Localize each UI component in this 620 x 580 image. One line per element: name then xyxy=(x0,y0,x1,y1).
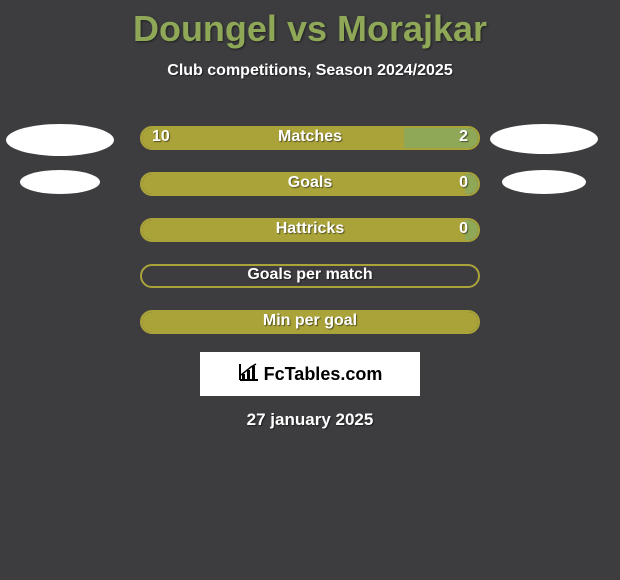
stat-bar-left-seg xyxy=(142,128,404,148)
chart-icon xyxy=(238,362,260,387)
stat-bar xyxy=(140,126,480,150)
player-right-marker xyxy=(502,170,586,194)
player-right-marker xyxy=(490,124,598,154)
stat-row: Goals per match xyxy=(0,264,620,292)
stat-bar-left-seg xyxy=(142,220,465,240)
page-title: Doungel vs Morajkar xyxy=(0,0,620,50)
stat-bar-right-seg xyxy=(465,174,478,194)
player-left-marker xyxy=(6,124,114,156)
stat-bar-right-seg xyxy=(465,220,478,240)
brand-text: FcTables.com xyxy=(238,362,383,387)
stat-row: Matches102 xyxy=(0,126,620,154)
player-left-marker xyxy=(20,170,100,194)
date-label: 27 january 2025 xyxy=(0,410,620,430)
stat-row: Goals0 xyxy=(0,172,620,200)
stat-bar xyxy=(140,172,480,196)
stat-bar-right-seg xyxy=(142,266,478,286)
stat-bar-left-seg xyxy=(142,174,465,194)
stat-bar xyxy=(140,310,480,334)
brand-box: FcTables.com xyxy=(200,352,420,396)
stat-row: Hattricks0 xyxy=(0,218,620,246)
brand-label: FcTables.com xyxy=(264,364,383,385)
subtitle: Club competitions, Season 2024/2025 xyxy=(0,62,620,80)
stat-bar xyxy=(140,264,480,288)
stat-bar-left-seg xyxy=(142,312,478,332)
stat-row: Min per goal xyxy=(0,310,620,338)
stat-bar xyxy=(140,218,480,242)
stat-bar-right-seg xyxy=(404,128,478,148)
